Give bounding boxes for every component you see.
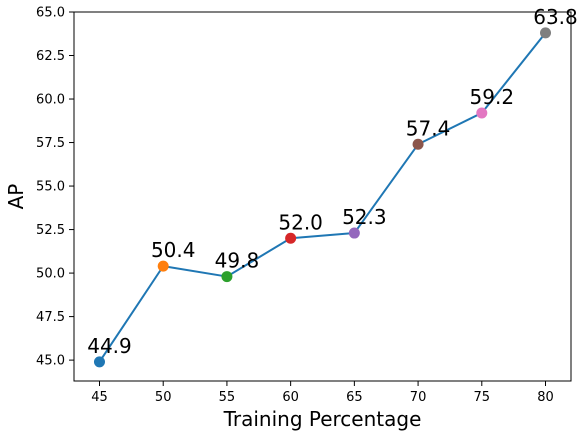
- data-markers: [93, 27, 552, 368]
- data-label: 57.4: [406, 116, 451, 140]
- y-tick-label: 50.0: [36, 267, 65, 282]
- x-tick-label: 80: [537, 390, 554, 405]
- data-label: 44.9: [87, 334, 132, 358]
- data-label: 63.8: [533, 5, 578, 29]
- x-tick-label: 45: [91, 390, 108, 405]
- data-point: [93, 356, 105, 368]
- data-point: [157, 260, 169, 272]
- data-label: 52.0: [278, 210, 323, 234]
- y-tick-label: 60.0: [36, 93, 65, 108]
- y-axis-title: AP: [4, 184, 28, 210]
- y-tick-label: 62.5: [36, 49, 65, 64]
- x-tick-label: 75: [474, 390, 491, 405]
- x-tick-label: 70: [410, 390, 427, 405]
- data-labels: 44.9 50.4 49.8 52.0 52.3 57.4 59.2 63.8: [87, 5, 578, 358]
- data-point: [221, 271, 233, 283]
- data-point: [412, 138, 424, 150]
- y-tick-label: 57.5: [36, 136, 65, 151]
- x-tick-label: 55: [219, 390, 236, 405]
- data-point: [348, 227, 360, 239]
- data-label: 50.4: [151, 238, 196, 262]
- data-point: [540, 27, 552, 39]
- data-point: [285, 232, 297, 244]
- data-label: 52.3: [342, 205, 387, 229]
- y-tick-label: 55.0: [36, 180, 65, 195]
- x-tick-label: 60: [282, 390, 299, 405]
- data-label: 59.2: [470, 85, 515, 109]
- data-label: 49.8: [215, 249, 260, 273]
- y-axis-ticks: 45.0 47.5 50.0 52.5 55.0 57.5 60.0 62.5 65.0: [36, 6, 74, 369]
- series-line: [98, 31, 547, 363]
- y-tick-label: 52.5: [36, 223, 65, 238]
- y-tick-label: 45.0: [36, 354, 65, 369]
- x-axis-title: Training Percentage: [223, 407, 422, 431]
- x-tick-label: 50: [155, 390, 172, 405]
- axes-frame: [73, 11, 572, 382]
- x-tick-label: 65: [346, 390, 363, 405]
- x-axis-ticks: 45 50 55 60 65 70 75 80: [91, 381, 554, 405]
- data-point: [476, 107, 488, 119]
- y-tick-label: 47.5: [36, 310, 65, 325]
- y-tick-label: 65.0: [36, 6, 65, 21]
